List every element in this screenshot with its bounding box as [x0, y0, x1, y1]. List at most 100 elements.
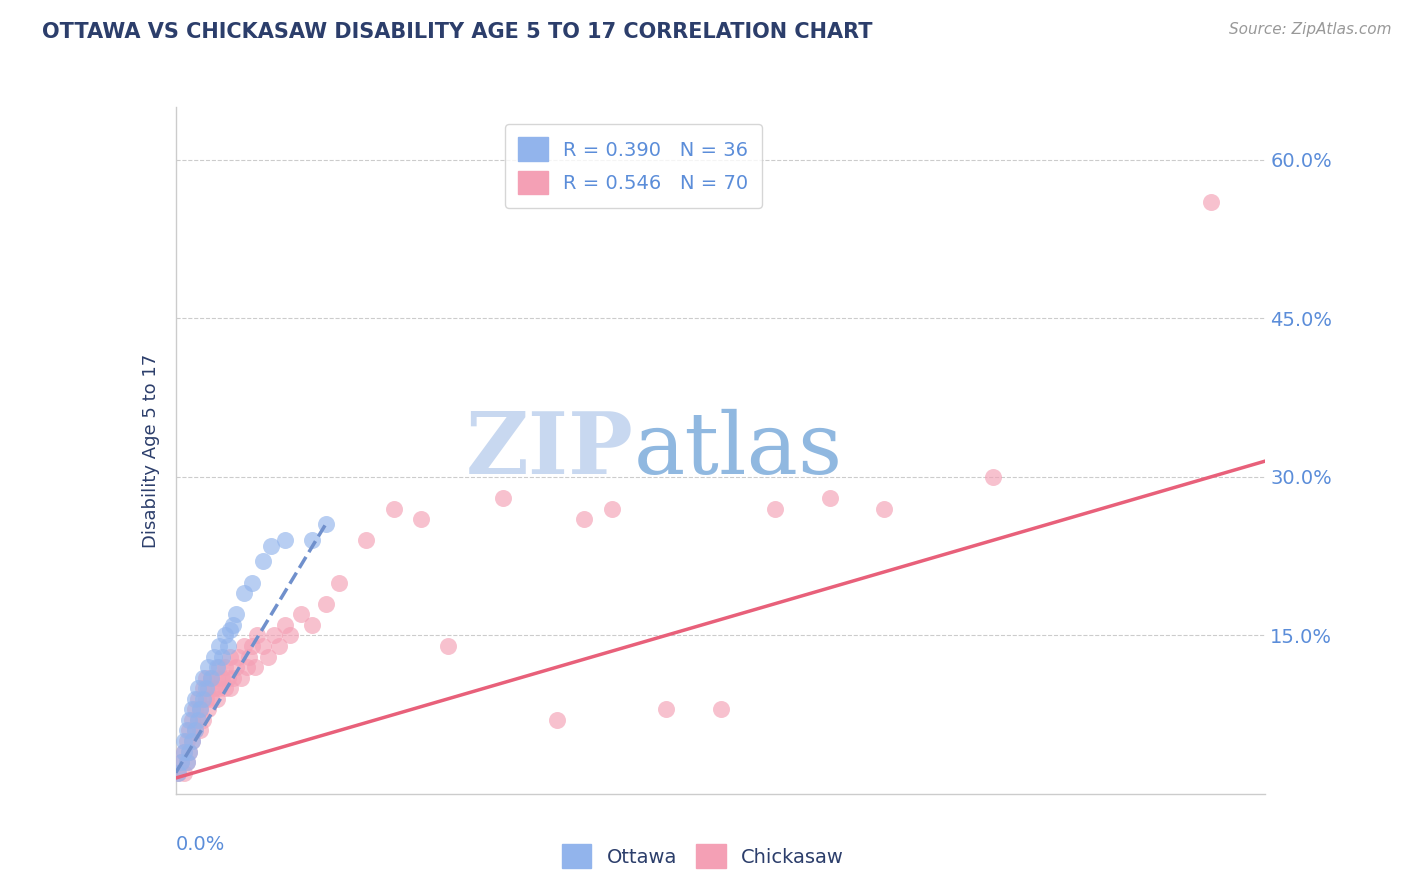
Point: [186, 713, 209, 727]
Point: [194, 671, 217, 685]
Point: [219, 681, 242, 696]
Point: [240, 639, 263, 653]
Point: [818, 491, 841, 505]
Point: [176, 723, 198, 738]
Point: [315, 597, 337, 611]
Point: [200, 671, 222, 685]
Point: [170, 755, 193, 769]
Point: [197, 702, 219, 716]
Point: [211, 649, 233, 664]
Y-axis label: Disability Age 5 to 17: Disability Age 5 to 17: [142, 353, 160, 548]
Point: [214, 681, 236, 696]
Point: [179, 745, 201, 759]
Point: [278, 628, 301, 642]
Point: [184, 702, 207, 716]
Point: [179, 745, 201, 759]
Point: [176, 734, 198, 748]
Point: [191, 681, 214, 696]
Point: [176, 755, 198, 769]
Point: [173, 745, 195, 759]
Point: [238, 649, 260, 664]
Point: [246, 628, 269, 642]
Point: [167, 765, 190, 780]
Legend: Ottawa, Chickasaw: Ottawa, Chickasaw: [553, 835, 853, 878]
Point: [546, 713, 568, 727]
Point: [263, 628, 285, 642]
Point: [188, 723, 211, 738]
Point: [260, 539, 283, 553]
Point: [191, 691, 214, 706]
Point: [181, 734, 204, 748]
Point: [225, 607, 247, 622]
Point: [301, 617, 323, 632]
Point: [219, 649, 242, 664]
Point: [235, 660, 257, 674]
Point: [269, 639, 291, 653]
Point: [763, 501, 786, 516]
Text: atlas: atlas: [633, 409, 842, 492]
Point: [191, 671, 214, 685]
Point: [240, 575, 263, 590]
Point: [257, 649, 280, 664]
Point: [205, 660, 228, 674]
Point: [328, 575, 350, 590]
Point: [197, 660, 219, 674]
Point: [252, 639, 274, 653]
Point: [205, 671, 228, 685]
Point: [208, 639, 231, 653]
Point: [437, 639, 460, 653]
Point: [173, 745, 195, 759]
Point: [274, 617, 297, 632]
Point: [179, 723, 201, 738]
Point: [188, 702, 211, 716]
Point: [315, 517, 337, 532]
Point: [981, 470, 1004, 484]
Point: [222, 671, 245, 685]
Point: [710, 702, 733, 716]
Text: 0.0%: 0.0%: [176, 835, 225, 855]
Point: [200, 691, 222, 706]
Point: [176, 755, 198, 769]
Point: [228, 649, 250, 664]
Point: [202, 681, 225, 696]
Point: [290, 607, 312, 622]
Point: [191, 713, 214, 727]
Point: [217, 671, 239, 685]
Point: [356, 533, 378, 548]
Point: [208, 660, 231, 674]
Point: [173, 765, 195, 780]
Point: [184, 723, 207, 738]
Point: [574, 512, 596, 526]
Point: [194, 691, 217, 706]
Point: [173, 734, 195, 748]
Point: [655, 702, 678, 716]
Point: [492, 491, 515, 505]
Point: [225, 660, 247, 674]
Text: OTTAWA VS CHICKASAW DISABILITY AGE 5 TO 17 CORRELATION CHART: OTTAWA VS CHICKASAW DISABILITY AGE 5 TO …: [42, 22, 873, 42]
Text: Source: ZipAtlas.com: Source: ZipAtlas.com: [1229, 22, 1392, 37]
Point: [219, 623, 242, 637]
Point: [184, 723, 207, 738]
Point: [214, 628, 236, 642]
Point: [202, 649, 225, 664]
Point: [231, 671, 253, 685]
Point: [232, 639, 254, 653]
Point: [197, 681, 219, 696]
Point: [301, 533, 323, 548]
Point: [873, 501, 896, 516]
Point: [222, 617, 245, 632]
Point: [181, 702, 204, 716]
Point: [252, 554, 274, 568]
Point: [600, 501, 623, 516]
Point: [188, 702, 211, 716]
Point: [208, 681, 231, 696]
Point: [232, 586, 254, 600]
Point: [243, 660, 266, 674]
Point: [181, 734, 204, 748]
Point: [205, 691, 228, 706]
Point: [1199, 195, 1222, 210]
Point: [167, 765, 190, 780]
Legend: R = 0.390   N = 36, R = 0.546   N = 70: R = 0.390 N = 36, R = 0.546 N = 70: [505, 124, 762, 208]
Point: [170, 755, 193, 769]
Point: [382, 501, 405, 516]
